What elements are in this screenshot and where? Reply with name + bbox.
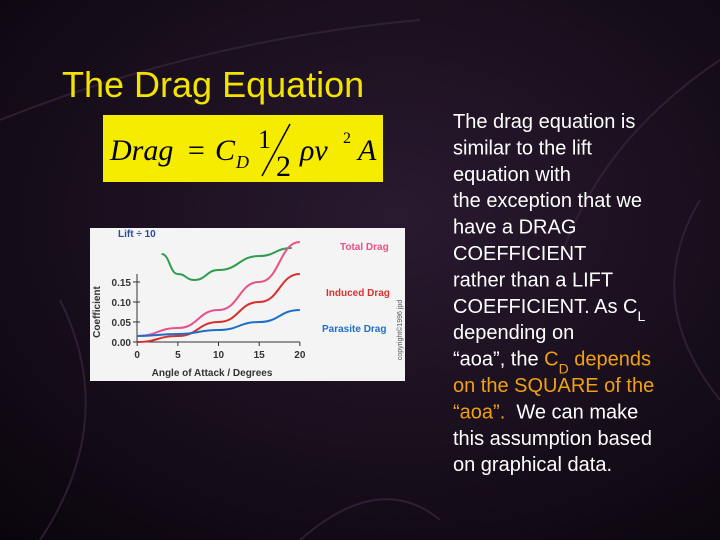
body-text: The drag equation is similar to the lift e… (453, 111, 654, 476)
eq-exponent: 2 (343, 130, 351, 147)
equation: Drag = C D 1 2 ρv 2 A (109, 123, 377, 183)
y-axis-label: Coefficient (92, 285, 103, 337)
eq-term: ρv (299, 134, 328, 167)
series-line (137, 241, 301, 337)
credit: copyright©1996 jpd (396, 300, 404, 361)
body-segment: rather than a LIFT (453, 269, 613, 291)
x-tick-label: 20 (294, 350, 306, 361)
series-line (161, 247, 292, 282)
body-segment: on graphical data. (453, 454, 612, 476)
slide-title: The Drag Equation (62, 64, 364, 105)
eq-term: A (356, 134, 377, 167)
eq-numerator: 1 (258, 125, 271, 154)
eq-subscript: D (235, 152, 249, 172)
body-segment: equation with (453, 164, 571, 186)
eq-fraction-bar (261, 123, 291, 177)
body-segment: the exception that we (453, 190, 642, 212)
eq-sign: = (186, 134, 206, 167)
x-tick-label: 5 (175, 350, 181, 361)
body-segment: L (637, 308, 645, 324)
figure: 0.15 0.10 0.05 0.000 5 10 15 20 Angle of Attack … (92, 229, 404, 379)
y-tick-label: 0.00 (112, 338, 132, 349)
eq-term: Drag (109, 134, 173, 167)
body-segment: depending on (453, 322, 574, 344)
equation-box (103, 115, 383, 182)
body-segment: COEFFICIENT. As C (453, 296, 637, 318)
palm-decoration (0, 19, 720, 540)
body-segment: “aoa”. (453, 401, 505, 423)
eq-term: C (215, 134, 236, 167)
body-segment: The drag equation is (453, 111, 635, 133)
series-line (137, 309, 300, 337)
body-segment: on the SQUARE of the (453, 375, 654, 397)
y-tick-label: 0.15 (112, 278, 132, 289)
body-segment: C (544, 349, 558, 371)
body-segment: depends (569, 349, 651, 371)
x-tick-label: 10 (213, 350, 225, 361)
series-label: Induced Drag (326, 288, 390, 299)
x-axis-label: Angle of Attack / Degrees (152, 368, 273, 379)
y-tick-label: 0.10 (112, 298, 132, 309)
series-label: Parasite Drag (322, 324, 386, 335)
body-segment: similar to the lift (453, 137, 592, 159)
body-segment: “aoa”, the (453, 349, 544, 371)
body-segment: We can make (505, 401, 638, 423)
body-segment: have a DRAG (453, 217, 576, 239)
y-tick-label: 0.05 (112, 318, 132, 329)
series-line (137, 273, 300, 343)
series-label: Lift ÷ 10 (118, 229, 156, 240)
body-segment: this assumption based (453, 428, 652, 450)
eq-denominator: 2 (276, 150, 291, 183)
body-segment: COEFFICIENT (453, 243, 586, 265)
body-segment: D (559, 361, 569, 377)
x-tick-label: 0 (134, 350, 140, 361)
x-tick-label: 15 (254, 350, 266, 361)
series-label: Total Drag (340, 242, 389, 253)
